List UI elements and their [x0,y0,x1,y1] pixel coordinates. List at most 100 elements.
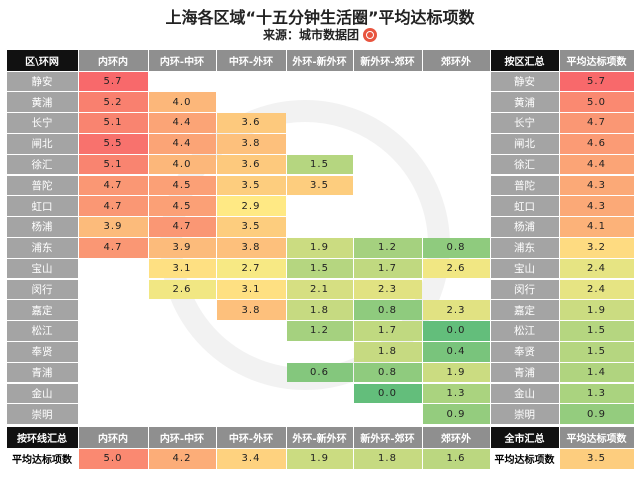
heatmap-cell: 2.3 [422,300,490,321]
row-label: 黄浦 [6,92,78,113]
summary-row-label: 松江 [490,321,559,341]
heatmap-cell: 0.6 [286,362,353,383]
heatmap-cell: 3.8 [216,133,286,154]
source-text: 来源：城市数据团 [262,28,359,42]
summary-row-label: 普陀 [490,175,559,196]
district-summary-cell: 2.4 [559,258,634,279]
city-summary-header: 全市汇总 [490,427,559,448]
ring-summary-cell: 3.4 [216,448,286,470]
district-summary-cell: 4.1 [559,217,634,237]
summary-row-label: 徐汇 [490,154,559,175]
heatmap-cell: 1.9 [286,237,353,258]
summary-row-label: 浦东 [490,237,559,258]
row-label: 宝山 [6,258,78,279]
row-label: 松江 [6,321,78,341]
heatmap-cell: 4.7 [78,196,148,217]
heatmap-cell: 0.4 [422,341,490,362]
heatmap-cell: 0.8 [353,362,422,383]
row-label: 闵行 [6,279,78,300]
heatmap-cell: 1.5 [286,258,353,279]
heatmap-cell: 5.1 [78,154,148,175]
district-summary-cell: 4.3 [559,175,634,196]
district-summary-header: 按区汇总 [490,50,559,71]
heatmap-cell: 3.8 [216,300,286,321]
column-header: 新外环-郊环 [353,50,422,71]
district-summary-cell: 4.4 [559,154,634,175]
heatmap-cell: 3.8 [216,237,286,258]
heatmap-cell: 0.0 [422,321,490,341]
heatmap-cell: 4.7 [148,217,216,237]
district-summary-cell: 3.2 [559,237,634,258]
heatmap-cell: 2.9 [216,196,286,217]
ring-summary-cell: 4.2 [148,448,216,470]
summary-row-label: 金山 [490,383,559,404]
row-label: 嘉定 [6,300,78,321]
heatmap-cell: 5.1 [78,113,148,133]
heatmap-cell: 4.4 [148,133,216,154]
heatmap-cell: 1.8 [286,300,353,321]
heatmap-cell: 1.2 [286,321,353,341]
row-label: 杨浦 [6,217,78,237]
district-summary-cell: 5.0 [559,92,634,113]
city-summary-label: 平均达标项数 [490,448,559,470]
heatmap-cell: 4.0 [148,154,216,175]
summary-row-label: 静安 [490,71,559,92]
row-label: 静安 [6,71,78,92]
row-label: 闸北 [6,133,78,154]
column-header: 内环-中环 [148,50,216,71]
heatmap-cell: 0.8 [422,237,490,258]
heatmap-cell: 1.7 [353,321,422,341]
summary-row-label: 虹口 [490,196,559,217]
heatmap-cell: 3.9 [78,217,148,237]
district-summary-cell: 4.3 [559,196,634,217]
heatmap-cell: 4.5 [148,196,216,217]
heatmap-cell: 5.2 [78,92,148,113]
district-summary-cell: 1.9 [559,300,634,321]
district-summary-cell: 1.4 [559,362,634,383]
summary-row-label: 嘉定 [490,300,559,321]
chart-title: 上海各区域“十五分钟生活圈”平均达标项数 [165,8,475,27]
source-logo-icon [363,28,377,42]
district-summary-value-header: 平均达标项数 [559,50,634,71]
summary-row-label: 闸北 [490,133,559,154]
ring-summary-header: 按环线汇总 [6,427,78,448]
chart-source: 来源：城市数据团 [0,26,640,43]
row-label: 徐汇 [6,154,78,175]
column-header: 中环-外环 [216,50,286,71]
heatmap-cell: 3.5 [216,217,286,237]
heatmap-cell: 4.4 [148,113,216,133]
row-label: 普陀 [6,175,78,196]
column-header: 外环-新外环 [286,50,353,71]
summary-row-label: 青浦 [490,362,559,383]
district-summary-cell: 4.7 [559,113,634,133]
heatmap-cell: 3.5 [216,175,286,196]
district-summary-cell: 0.9 [559,404,634,425]
heatmap-cell: 2.6 [422,258,490,279]
ring-summary-label: 平均达标项数 [6,448,78,470]
district-summary-cell: 5.7 [559,71,634,92]
row-label: 奉贤 [6,341,78,362]
heatmap-cell: 5.7 [78,71,148,92]
heatmap-cell: 1.3 [422,383,490,404]
district-summary-cell: 4.6 [559,133,634,154]
heatmap-cell: 3.6 [216,113,286,133]
heatmap-cell: 2.6 [148,279,216,300]
summary-row-label: 杨浦 [490,217,559,237]
district-summary-cell: 1.3 [559,383,634,404]
heatmap-cell: 1.5 [286,154,353,175]
summary-row-label: 长宁 [490,113,559,133]
column-header: 郊环外 [422,50,490,71]
ring-column-header: 郊环外 [422,427,490,448]
heatmap-cell: 4.0 [148,92,216,113]
row-label: 青浦 [6,362,78,383]
heatmap-cell: 2.7 [216,258,286,279]
heatmap-cell: 1.9 [422,362,490,383]
row-label: 长宁 [6,113,78,133]
heatmap-cell: 3.5 [286,175,353,196]
summary-row-label: 宝山 [490,258,559,279]
header-corner: 区\环网 [6,50,78,71]
ring-column-header: 中环-外环 [216,427,286,448]
city-summary-value-header: 平均达标项数 [559,427,634,448]
summary-row-label: 闵行 [490,279,559,300]
heatmap-cell: 1.7 [353,258,422,279]
